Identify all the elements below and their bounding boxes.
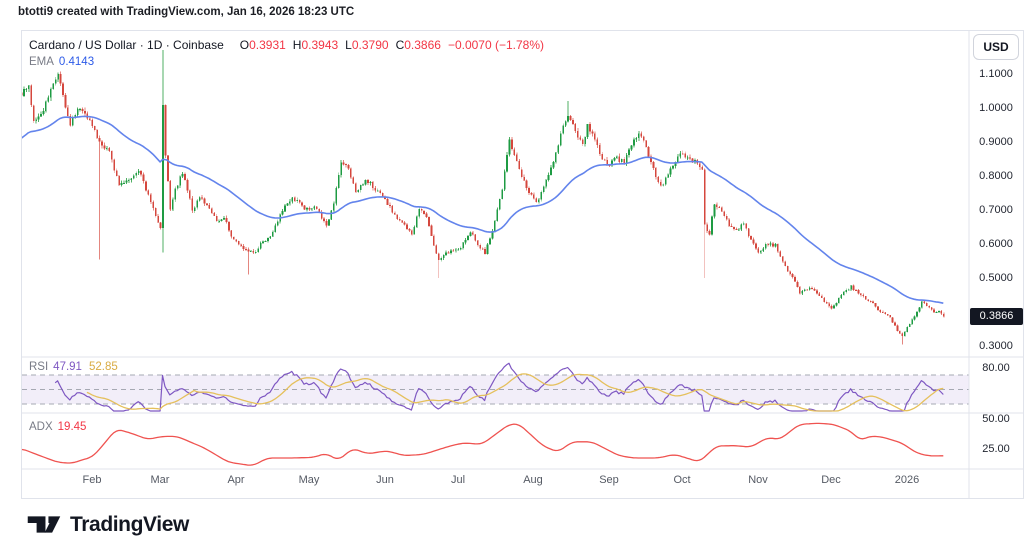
chart-container: Cardano / US Dollar · 1D · Coinbase O0.39… xyxy=(21,30,1024,499)
rsi-value: 47.91 xyxy=(53,361,82,373)
change-value: −0.0070 (−1.78%) xyxy=(447,38,545,52)
time-tick-label: Oct xyxy=(673,474,691,486)
time-tick-label: Mar xyxy=(150,474,170,486)
attribution-text: btotti9 created with TradingView.com, Ja… xyxy=(18,6,355,18)
ohlc-number: 0.3866 xyxy=(404,38,441,52)
price-tick-label: 0.9000 xyxy=(979,136,1013,148)
price-tick-label: 0.6000 xyxy=(979,238,1013,250)
time-tick-label: Jun xyxy=(376,474,394,486)
time-tick-label: May xyxy=(298,474,320,486)
price-tick-label: 0.5000 xyxy=(979,272,1013,284)
price-tick-label: 0.7000 xyxy=(979,204,1013,216)
time-tick-label: Nov xyxy=(748,474,768,486)
price-tick-label: 1.0000 xyxy=(979,102,1013,114)
ohlc-number: 0.3931 xyxy=(249,38,286,52)
rsi-ma-value: 52.85 xyxy=(88,361,118,373)
ohlc-key: H xyxy=(292,38,302,52)
ohlc-key: O xyxy=(239,38,250,52)
adx-axis-tick-lower: 25.00 xyxy=(982,443,1010,455)
time-tick-label: 2026 xyxy=(894,474,920,486)
rsi-axis-tick: 80.00 xyxy=(982,362,1010,374)
ohlc-number: 0.3790 xyxy=(351,38,389,52)
ema-value: 0.4143 xyxy=(58,56,95,68)
last-price-badge: 0.3866 xyxy=(970,308,1023,325)
ohlc-values: O0.3931 H0.3943 L0.3790 C0.3866 xyxy=(233,38,441,52)
time-tick-label: Feb xyxy=(82,474,102,486)
tradingview-logo-icon xyxy=(27,516,61,533)
ema-label: EMA xyxy=(29,56,54,68)
adx-label: ADX xyxy=(29,421,53,433)
time-tick-label: Dec xyxy=(821,474,841,486)
chart-canvas[interactable] xyxy=(22,31,1023,498)
ohlc-key: C xyxy=(395,38,405,52)
time-tick-label: Aug xyxy=(523,474,543,486)
ohlc-key: L xyxy=(345,38,352,52)
adx-legend: ADX 19.45 xyxy=(29,421,86,433)
tradingview-logo[interactable]: TradingView xyxy=(27,512,189,537)
price-tick-label: 0.3000 xyxy=(979,340,1013,352)
price-tick-label: 1.1000 xyxy=(979,68,1013,80)
currency-toggle-button[interactable]: USD xyxy=(973,34,1019,60)
time-tick-label: Sep xyxy=(599,474,619,486)
symbol-title: Cardano / US Dollar · 1D · Coinbase xyxy=(29,38,224,52)
ohlc-number: 0.3943 xyxy=(301,38,339,52)
time-tick-label: Apr xyxy=(227,474,245,486)
rsi-label: RSI xyxy=(29,361,49,373)
adx-axis-tick-upper: 50.00 xyxy=(982,413,1010,425)
rsi-legend: RSI 47.91 52.85 xyxy=(29,361,118,373)
adx-value: 19.45 xyxy=(57,421,87,433)
ema-legend: EMA 0.4143 xyxy=(29,56,94,68)
time-tick-label: Jul xyxy=(450,474,466,486)
tradingview-logo-text: TradingView xyxy=(70,512,189,536)
price-tick-label: 0.8000 xyxy=(979,170,1013,182)
symbol-legend: Cardano / US Dollar · 1D · Coinbase O0.39… xyxy=(29,38,544,52)
